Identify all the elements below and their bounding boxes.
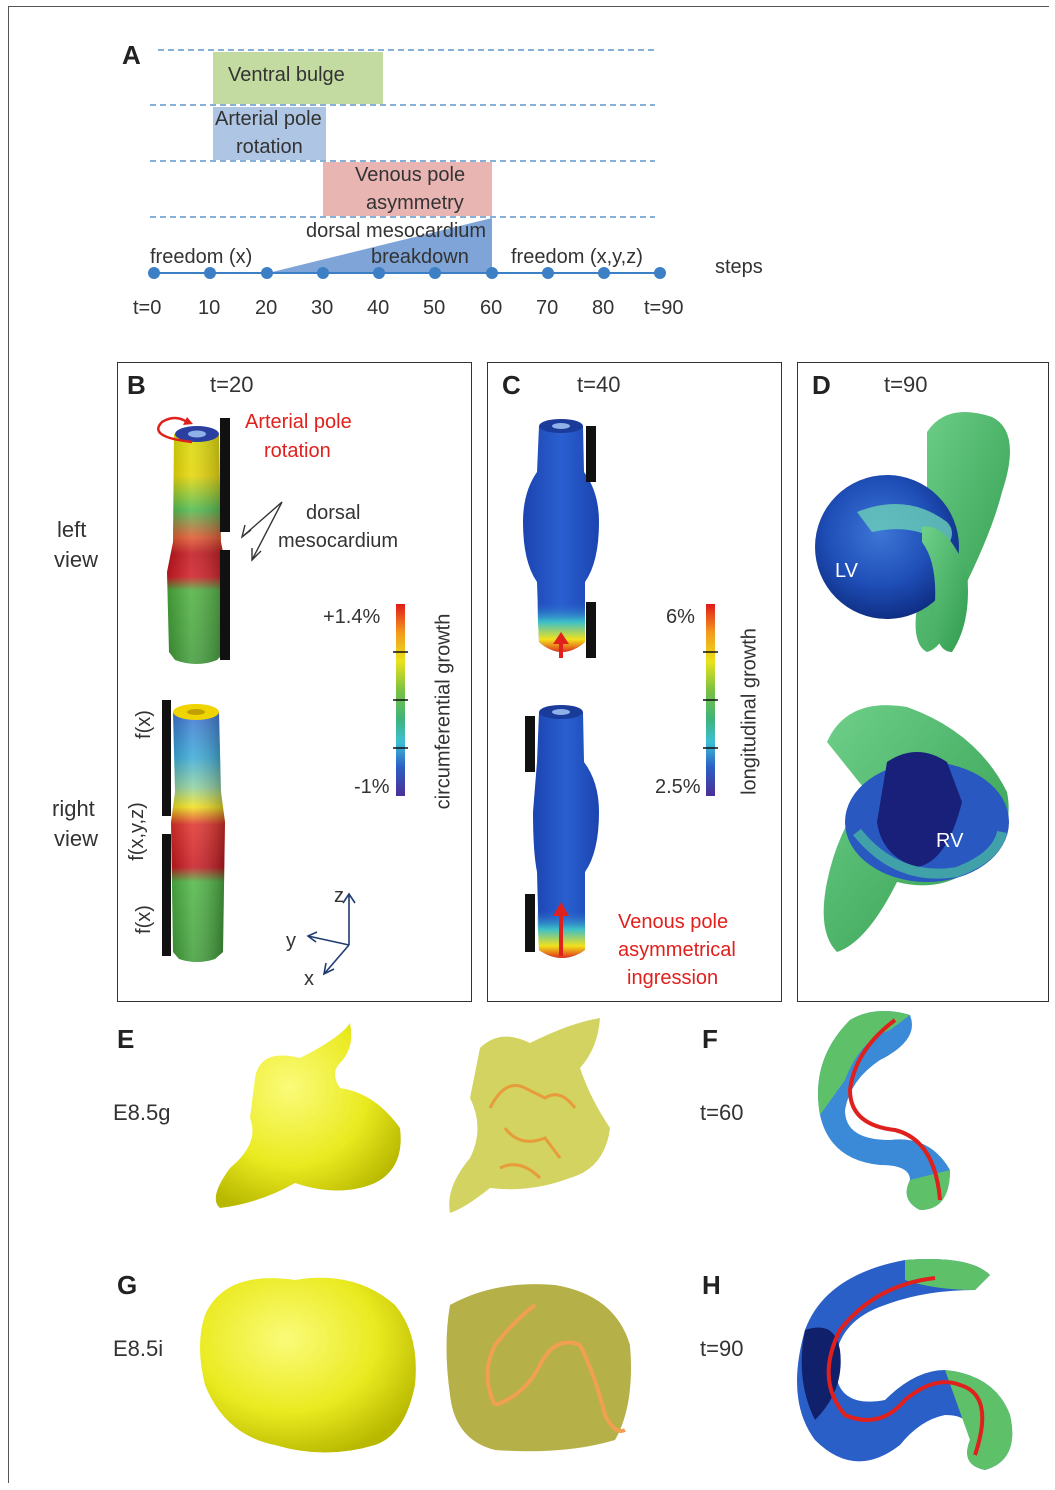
panel-f-drawing	[818, 1011, 950, 1210]
venous-pole-bar	[323, 162, 492, 216]
c-bottom-tube	[533, 712, 599, 958]
dorsal-mesocardium-wedge	[268, 218, 492, 273]
c-arrow-top	[553, 632, 569, 644]
panel-b-time: t=20	[210, 372, 254, 397]
g-label: E8.5i	[113, 1336, 164, 1361]
tick-70: 70	[536, 297, 559, 319]
long-scale-max: 6%	[666, 606, 695, 628]
panel-letter-d: D	[812, 370, 831, 400]
panel-letter-f: F	[702, 1024, 718, 1054]
dorsal-label-2: mesocardium	[278, 530, 399, 552]
arterial-rotation-label-1: Arterial pole	[245, 411, 352, 433]
panel-h-drawing	[797, 1259, 1013, 1470]
right-bar-top	[162, 700, 171, 816]
tick-80: 80	[592, 297, 615, 319]
tick-10: 10	[198, 297, 221, 319]
panel-letter-c: C	[502, 370, 521, 400]
tick-30: 30	[311, 297, 334, 319]
c-bar-4	[525, 894, 535, 952]
long-scale-min: 2.5%	[655, 776, 701, 798]
panel-letter-e: E	[117, 1024, 135, 1054]
right-bar-bottom	[162, 834, 171, 956]
axes-icon	[306, 892, 356, 976]
tick-90: t=90	[644, 297, 684, 319]
e-heart-solid	[215, 1023, 401, 1208]
e-label: E8.5g	[113, 1100, 171, 1125]
circ-scale-max: +1.4%	[323, 606, 381, 628]
ventral-bulge-bar	[213, 52, 383, 104]
panel-c-time: t=40	[577, 372, 621, 397]
c-bar-3	[525, 716, 535, 772]
tick-60: 60	[480, 297, 503, 319]
axis-x-label: x	[304, 968, 314, 990]
c-top-tube	[523, 426, 599, 652]
c-bar-1	[586, 426, 596, 482]
fxyz-label: f(x,y,z)	[125, 802, 148, 861]
fx-top-label: f(x)	[132, 710, 155, 739]
panel-g-drawing	[200, 1277, 631, 1453]
panel-c-box	[487, 362, 782, 1002]
venous-ingression-label-1: Venous pole	[618, 911, 729, 933]
panel-e-drawing	[215, 1018, 610, 1213]
right-view-label-1: right	[52, 796, 95, 821]
g-heart-solid	[200, 1277, 416, 1453]
left-view-label-1: left	[57, 517, 87, 542]
venous-ingression-label-3: ingression	[627, 967, 719, 989]
e-heart-transparent	[449, 1018, 610, 1213]
timeline-dots	[148, 267, 666, 279]
left-view-label-2: view	[54, 547, 99, 572]
arterial-pole-bar	[213, 107, 326, 160]
arterial-pole-label-2: rotation	[236, 136, 303, 158]
fx-bottom-label: f(x)	[132, 905, 155, 934]
freedom-xyz-label: freedom (x,y,z)	[511, 246, 643, 268]
dorsal-mesocardium-label-1: dorsal mesocardium	[306, 220, 487, 242]
panel-letter-g: G	[117, 1270, 138, 1300]
arterial-rotation-label-2: rotation	[264, 440, 331, 462]
tick-0: t=0	[133, 297, 162, 319]
h-label: t=90	[700, 1336, 744, 1361]
axis-z-label: z	[334, 885, 344, 907]
panel-b-drawing	[157, 416, 408, 976]
c-arrow-bottom	[553, 902, 569, 916]
freedom-x-label: freedom (x)	[150, 246, 253, 268]
panel-letter-h: H	[702, 1270, 721, 1300]
circ-scale-min: -1%	[354, 776, 390, 798]
dorsal-mesocardium-label-2: breakdown	[371, 246, 469, 268]
panel-letter-b: B	[127, 370, 146, 400]
lv-label: LV	[835, 560, 858, 582]
panel-d-time: t=90	[884, 372, 928, 397]
d-rv-region	[877, 752, 962, 867]
rv-label: RV	[936, 830, 964, 852]
f-label: t=60	[700, 1100, 744, 1125]
dorsal-bar-bottom	[220, 550, 230, 660]
dorsal-bar-top	[220, 418, 230, 532]
tick-40: 40	[367, 297, 390, 319]
h-centerline	[826, 1276, 985, 1456]
steps-label: steps	[715, 256, 763, 278]
right-view-label-2: view	[54, 826, 99, 851]
ventral-bulge-label: Ventral bulge	[228, 64, 345, 86]
venous-pole-label-1: Venous pole	[355, 164, 466, 186]
dorsal-label-1: dorsal	[306, 502, 361, 524]
panel-a-diagram	[148, 49, 666, 279]
tick-20: 20	[255, 297, 278, 319]
panel-d-drawing	[815, 412, 1010, 952]
axis-y-label: y	[286, 930, 296, 952]
panel-letter-a: A	[122, 40, 141, 70]
rotation-arrow	[157, 416, 193, 444]
c-bar-2	[586, 602, 596, 658]
tick-50: 50	[423, 297, 446, 319]
venous-pole-label-2: asymmetry	[366, 192, 464, 214]
long-scale-label: longitudinal growth	[738, 628, 761, 795]
circ-scale-label: circumferential growth	[432, 613, 455, 810]
panel-c-drawing	[523, 419, 718, 958]
f-centerline	[847, 1018, 942, 1201]
venous-ingression-label-2: asymmetrical	[618, 939, 736, 961]
figure-frame	[8, 6, 1049, 1483]
arterial-pole-label-1: Arterial pole	[215, 108, 322, 130]
